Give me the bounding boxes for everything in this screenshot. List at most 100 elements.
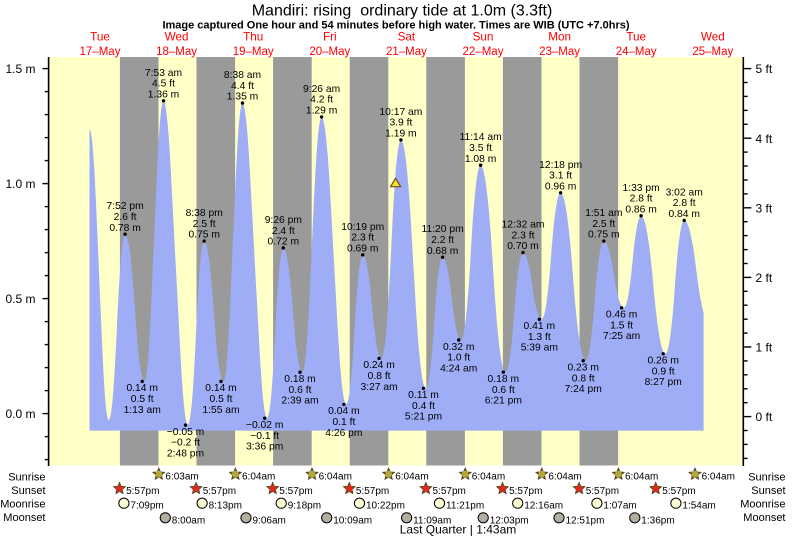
svg-text:−0.2 ft: −0.2 ft <box>171 438 200 449</box>
svg-text:0.11 m: 0.11 m <box>408 390 439 401</box>
svg-text:0.6 ft: 0.6 ft <box>492 385 515 396</box>
svg-text:2.4 ft: 2.4 ft <box>272 226 295 237</box>
svg-text:2.8 ft: 2.8 ft <box>673 198 696 209</box>
svg-text:Mon: Mon <box>548 30 571 43</box>
svg-text:0.41 m: 0.41 m <box>524 321 555 332</box>
svg-text:Tue: Tue <box>90 30 110 43</box>
svg-text:Thu: Thu <box>243 30 263 43</box>
svg-text:Wed: Wed <box>165 30 189 43</box>
svg-text:8:13pm: 8:13pm <box>209 501 242 512</box>
svg-text:0.18 m: 0.18 m <box>488 374 519 385</box>
svg-text:3:27 am: 3:27 am <box>360 382 397 393</box>
svg-text:6:04am: 6:04am <box>395 472 428 483</box>
svg-text:8:38 pm: 8:38 pm <box>186 208 223 219</box>
svg-text:0.04 m: 0.04 m <box>328 406 359 417</box>
svg-text:2.5 ft: 2.5 ft <box>193 219 216 230</box>
svg-text:6:04am: 6:04am <box>242 472 275 483</box>
svg-text:5:57pm: 5:57pm <box>203 486 236 497</box>
svg-text:4:24 am: 4:24 am <box>440 363 477 374</box>
svg-text:0.8 ft: 0.8 ft <box>572 373 595 384</box>
svg-text:11:14 am: 11:14 am <box>460 132 502 143</box>
svg-text:5 ft: 5 ft <box>756 62 773 76</box>
svg-text:0.14 m: 0.14 m <box>205 383 236 394</box>
svg-text:0.0 m: 0.0 m <box>5 407 35 421</box>
svg-text:7:25 am: 7:25 am <box>603 331 640 342</box>
svg-text:17–May: 17–May <box>80 46 121 58</box>
svg-text:10:17 am: 10:17 am <box>379 107 422 118</box>
svg-text:7:53 am: 7:53 am <box>145 68 182 79</box>
svg-text:Sun: Sun <box>473 30 494 43</box>
svg-text:20–May: 20–May <box>309 46 350 58</box>
svg-text:6:04am: 6:04am <box>548 472 581 483</box>
svg-text:23–May: 23–May <box>539 46 580 58</box>
svg-text:12:16am: 12:16am <box>524 501 563 512</box>
svg-text:1.08 m: 1.08 m <box>465 154 496 165</box>
svg-text:2.3 ft: 2.3 ft <box>512 230 535 241</box>
svg-text:5:57pm: 5:57pm <box>509 486 542 497</box>
svg-text:1.0 m: 1.0 m <box>5 177 35 191</box>
svg-text:8:27 pm: 8:27 pm <box>645 377 682 388</box>
svg-text:Moonrise: Moonrise <box>740 499 785 511</box>
svg-text:1:36pm: 1:36pm <box>641 515 674 526</box>
svg-text:6:04am: 6:04am <box>625 472 658 483</box>
svg-text:Wed: Wed <box>701 30 725 43</box>
svg-text:2:48 pm: 2:48 pm <box>167 449 204 460</box>
svg-text:5:57pm: 5:57pm <box>586 486 619 497</box>
svg-text:5:57pm: 5:57pm <box>662 486 695 497</box>
svg-text:0.26 m: 0.26 m <box>647 356 678 367</box>
svg-text:4.5 ft: 4.5 ft <box>152 79 175 90</box>
svg-text:21–May: 21–May <box>386 46 427 58</box>
svg-text:1.0 ft: 1.0 ft <box>447 353 470 364</box>
svg-text:1:55 am: 1:55 am <box>202 405 239 416</box>
svg-text:2.2 ft: 2.2 ft <box>431 235 454 246</box>
svg-text:25–May: 25–May <box>692 46 733 58</box>
svg-text:Sunset: Sunset <box>11 485 45 497</box>
svg-text:0.8 ft: 0.8 ft <box>368 371 391 382</box>
svg-text:5:57pm: 5:57pm <box>279 486 312 497</box>
svg-text:1:07am: 1:07am <box>603 501 636 512</box>
svg-text:9:06am: 9:06am <box>253 515 286 526</box>
svg-text:0.1 ft: 0.1 ft <box>332 417 355 428</box>
svg-text:0.84 m: 0.84 m <box>668 209 699 220</box>
svg-text:10:19 pm: 10:19 pm <box>341 222 384 233</box>
svg-text:0.24 m: 0.24 m <box>363 360 394 371</box>
svg-text:0.96 m: 0.96 m <box>545 181 576 192</box>
svg-text:0.5 ft: 0.5 ft <box>131 394 154 405</box>
svg-text:7:52 pm: 7:52 pm <box>106 201 143 212</box>
svg-text:0.9 ft: 0.9 ft <box>652 366 675 377</box>
svg-text:12:32 am: 12:32 am <box>502 220 545 231</box>
svg-text:−0.05 m: −0.05 m <box>167 427 205 438</box>
svg-text:0.78 m: 0.78 m <box>109 223 140 234</box>
svg-text:Moonrise: Moonrise <box>0 499 45 511</box>
svg-text:5:39 am: 5:39 am <box>521 343 558 354</box>
svg-text:Sunset: Sunset <box>751 485 785 497</box>
svg-text:6:04am: 6:04am <box>472 472 505 483</box>
svg-text:11:20 pm: 11:20 pm <box>422 224 464 235</box>
svg-text:1.3 ft: 1.3 ft <box>528 332 551 343</box>
svg-text:Image captured One hour and 54: Image captured One hour and 54 minutes b… <box>162 20 629 32</box>
svg-text:8:38 am: 8:38 am <box>224 70 261 81</box>
svg-text:5:57pm: 5:57pm <box>433 486 466 497</box>
svg-text:10:09am: 10:09am <box>333 515 372 526</box>
svg-text:1.29 m: 1.29 m <box>306 106 337 117</box>
svg-text:19–May: 19–May <box>233 46 274 58</box>
svg-text:0.4 ft: 0.4 ft <box>412 401 435 412</box>
svg-text:0.69 m: 0.69 m <box>347 244 378 255</box>
svg-text:22–May: 22–May <box>463 46 504 58</box>
svg-text:6:04am: 6:04am <box>319 472 352 483</box>
svg-text:0.70 m: 0.70 m <box>507 241 538 252</box>
svg-text:12:03pm: 12:03pm <box>490 515 529 526</box>
svg-text:12:18 pm: 12:18 pm <box>539 160 582 171</box>
svg-text:1:54am: 1:54am <box>682 501 715 512</box>
svg-text:6:21 pm: 6:21 pm <box>485 396 522 407</box>
svg-text:Last Quarter | 1:43am: Last Quarter | 1:43am <box>400 523 517 537</box>
svg-text:1.36 m: 1.36 m <box>148 89 179 100</box>
svg-text:0.6 ft: 0.6 ft <box>289 385 312 396</box>
svg-text:3:02 am: 3:02 am <box>666 187 703 198</box>
svg-text:7:09pm: 7:09pm <box>130 501 163 512</box>
svg-text:0.18 m: 0.18 m <box>284 374 315 385</box>
svg-text:0.75 m: 0.75 m <box>188 230 219 241</box>
svg-text:0 ft: 0 ft <box>756 410 773 424</box>
svg-text:2 ft: 2 ft <box>756 271 773 285</box>
svg-text:18–May: 18–May <box>156 46 197 58</box>
